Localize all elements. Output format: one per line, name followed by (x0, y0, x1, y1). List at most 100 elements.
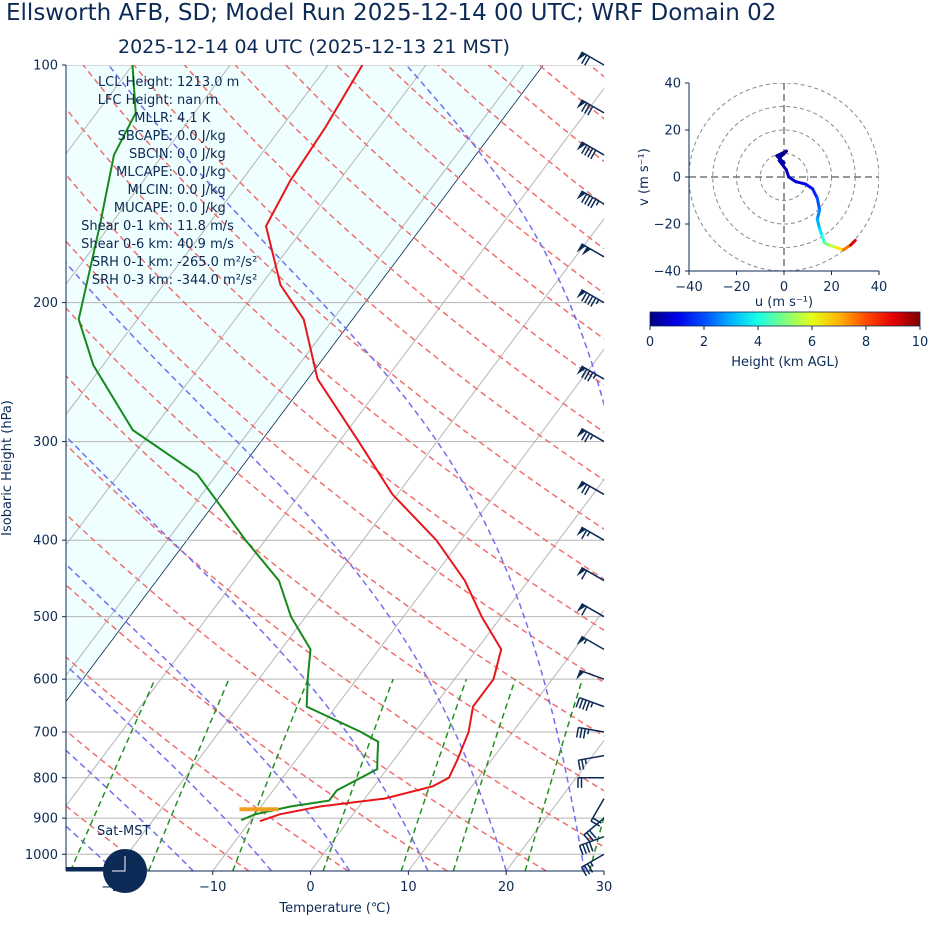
dry-adiabat-line (82, 65, 604, 530)
isotherm-line (505, 739, 604, 871)
index-label: SRH 0-3 km: (92, 273, 173, 288)
wind-barb-full (583, 834, 592, 844)
wind-barb-full (588, 841, 594, 852)
sat-mst-label: Sat-MST (97, 824, 150, 839)
wind-barb (576, 99, 605, 116)
wind-barb-full (577, 760, 581, 771)
wind-barb-half (587, 729, 590, 735)
hodo-segment (849, 238, 857, 247)
wind-barb (577, 754, 605, 771)
wind-barb-full (584, 485, 591, 496)
wind-barb-full (584, 56, 591, 66)
hodo-y-tick-label: −40 (654, 265, 681, 280)
wind-barb (576, 141, 605, 160)
wind-barb-half (590, 702, 594, 708)
index-label: SBCIN: (129, 147, 173, 162)
wind-barb-half (584, 758, 587, 765)
index-value: nan m (177, 93, 218, 108)
wind-barb-full (583, 865, 591, 875)
hodo-x-axis-label: u (m s⁻¹) (755, 295, 813, 310)
wind-barb-half (589, 434, 594, 440)
mixing-ratio-line (69, 678, 156, 871)
wind-barb-half (583, 638, 588, 645)
x-tick-label: 0 (306, 880, 314, 895)
index-label: MLCAPE: (116, 165, 173, 180)
wind-barb-flag (576, 289, 586, 299)
x-tick-label: 30 (596, 880, 613, 895)
wind-barb-half (592, 373, 597, 380)
wind-barb-full (581, 368, 588, 379)
cloud-fill-region (66, 65, 544, 871)
wind-barb-full (590, 820, 601, 827)
isotherm-line (310, 478, 604, 871)
wind-barb-full (575, 727, 580, 738)
hodo-x-tick-label: −20 (723, 280, 750, 295)
x-tick-label: −10 (199, 880, 226, 895)
logo-mark-icon (112, 856, 126, 872)
dry-adiabat-line (66, 583, 448, 871)
x-tick-label: 10 (400, 880, 417, 895)
wind-barb (578, 835, 605, 856)
index-value: -265.0 m²/s² (177, 255, 257, 270)
wind-barb-full (581, 102, 588, 112)
y-tick-label: 300 (33, 435, 58, 450)
wind-barb-flag (576, 527, 586, 536)
dry-adiabat-line (66, 804, 151, 871)
index-value: 1213.0 m (177, 75, 239, 90)
colorbar-tick-label: 4 (754, 335, 762, 350)
moist-adiabat-line (66, 563, 351, 871)
wind-barb-full (578, 845, 584, 856)
index-label: MUCAPE: (114, 201, 173, 216)
hodo-y-tick-label: 0 (673, 171, 681, 186)
mixing-ratio-line (148, 678, 230, 871)
index-label: Shear 0-1 km: (81, 219, 173, 234)
wind-barb (583, 817, 605, 844)
wind-barb-half (586, 531, 591, 537)
wind-barb (576, 288, 605, 307)
isotherm-line (66, 65, 525, 677)
hodo-segment (811, 187, 819, 200)
wind-barb-full (581, 606, 588, 616)
mixing-ratio-line (588, 814, 604, 871)
hodo-x-tick-label: 20 (823, 280, 840, 295)
index-value: 0.0 J/kg (177, 183, 226, 198)
y-tick-label: 200 (33, 296, 58, 311)
dry-adiabat-line (66, 307, 604, 737)
wind-barb (576, 190, 605, 209)
y-tick-label: 1000 (25, 848, 58, 863)
wind-barb-full (582, 728, 587, 739)
x-axis-label: Temperature (℃) (278, 901, 390, 916)
wind-barb-staff (581, 603, 605, 618)
wind-barb-flag (576, 670, 585, 680)
isotherm-line (66, 65, 329, 416)
colorbar-label: Height (km AGL) (731, 355, 839, 370)
index-value: 11.8 m/s (177, 219, 234, 234)
index-label: LCL Height: (98, 75, 173, 90)
wind-barb-full (580, 866, 588, 877)
index-value: -344.0 m²/s² (177, 273, 257, 288)
wind-barb (575, 726, 605, 739)
index-label: LFC Height: (98, 93, 173, 108)
wind-barb (576, 480, 605, 496)
mixing-ratio-line (322, 678, 394, 871)
cloud-boundary-line (66, 65, 544, 703)
hodo-segment (815, 208, 822, 221)
wind-barb-full (587, 148, 594, 158)
isotherm-line (66, 87, 604, 807)
wind-barb (576, 526, 605, 541)
index-value: 0.0 J/kg (177, 201, 226, 216)
wind-barb-staff (581, 853, 605, 868)
wind-barb-full (581, 54, 588, 65)
wind-barb-full (590, 198, 597, 209)
index-label: SRH 0-1 km: (92, 255, 173, 270)
wind-barb-flag (576, 243, 586, 253)
wind-barb-staff (579, 697, 605, 708)
wind-barb-staff (581, 526, 605, 541)
wind-barb-full (581, 431, 588, 441)
wind-barb-full (587, 372, 594, 382)
index-value: 0.0 J/kg (177, 165, 226, 180)
wind-barb-staff (578, 754, 605, 761)
wind-barb-flag (576, 636, 586, 645)
dry-adiabat-line (66, 374, 604, 792)
